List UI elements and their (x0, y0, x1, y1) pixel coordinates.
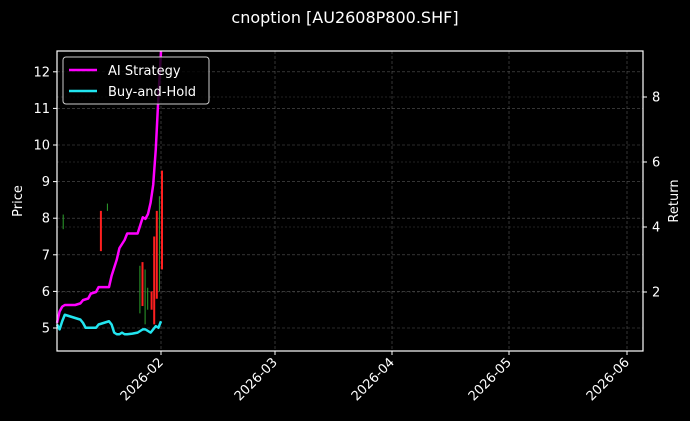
svg-text:7: 7 (42, 248, 50, 263)
y-axis-left: 5 6 7 8 9 10 11 12 (33, 65, 57, 337)
legend-label-buy-and-hold: Buy-and-Hold (108, 85, 196, 100)
svg-text:9: 9 (42, 175, 50, 190)
svg-text:2026-04: 2026-04 (349, 355, 398, 404)
y-axis-left-label: Price (11, 185, 26, 217)
svg-text:11: 11 (33, 102, 50, 117)
svg-text:2026-03: 2026-03 (232, 355, 281, 404)
svg-text:6: 6 (652, 156, 660, 171)
x-axis: 2026-02 2026-03 2026-04 2026-05 2026-06 (118, 351, 633, 404)
y-axis-right: 2 4 6 8 (643, 91, 660, 301)
plot-frame (56, 50, 644, 352)
svg-text:12: 12 (33, 65, 50, 80)
svg-text:2026-02: 2026-02 (118, 355, 167, 404)
svg-text:2: 2 (652, 286, 660, 301)
candlestick-bars (62, 170, 163, 325)
svg-text:6: 6 (42, 285, 50, 300)
series-lines (55, 51, 163, 336)
svg-text:10: 10 (33, 139, 50, 154)
svg-text:8: 8 (652, 91, 660, 106)
legend-label-ai-strategy: AI Strategy (108, 64, 181, 79)
y-axis-right-label: Return (667, 179, 682, 222)
chart-title: cnoption [AU2608P800.SHF] (231, 8, 459, 27)
svg-text:5: 5 (42, 322, 50, 337)
svg-text:2026-06: 2026-06 (584, 355, 633, 404)
legend-box (62, 56, 210, 105)
legend: AI Strategy Buy-and-Hold (62, 56, 210, 105)
svg-text:4: 4 (652, 221, 660, 236)
svg-text:2026-05: 2026-05 (466, 355, 515, 404)
svg-text:8: 8 (42, 212, 50, 227)
